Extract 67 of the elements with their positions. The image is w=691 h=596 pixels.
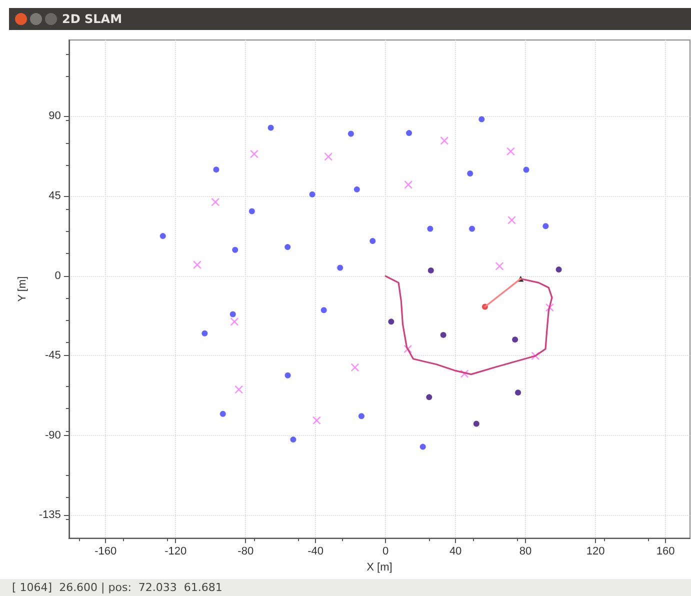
point xyxy=(312,416,321,424)
point xyxy=(508,216,516,224)
point xyxy=(320,307,327,314)
point xyxy=(426,394,432,400)
point xyxy=(473,420,480,427)
x-tick-label: 120 xyxy=(586,546,605,558)
text: [ 1064] 26.600 | pos: 72.033 61.681 xyxy=(0,579,691,596)
point xyxy=(440,332,446,338)
point xyxy=(428,267,434,274)
point xyxy=(512,336,518,343)
point xyxy=(284,244,291,250)
point xyxy=(542,223,549,230)
point xyxy=(420,444,426,450)
point xyxy=(160,233,166,240)
point xyxy=(248,208,255,214)
point xyxy=(354,186,360,192)
point xyxy=(427,226,434,232)
point xyxy=(358,413,364,420)
x-tick-label: -40 xyxy=(308,546,324,558)
point xyxy=(211,198,220,206)
point xyxy=(388,318,394,325)
point xyxy=(348,130,354,137)
point xyxy=(370,238,376,244)
x-tick-label: 160 xyxy=(656,546,675,558)
y-axis-title: Y [m] xyxy=(16,276,28,302)
point xyxy=(268,124,274,131)
point xyxy=(193,260,202,269)
point xyxy=(220,410,226,417)
point xyxy=(406,130,412,136)
point xyxy=(404,180,412,189)
point xyxy=(230,318,238,326)
point xyxy=(230,311,236,318)
point xyxy=(556,266,562,273)
point xyxy=(478,116,485,122)
point xyxy=(202,330,208,336)
point xyxy=(213,166,220,173)
point xyxy=(234,386,243,394)
point xyxy=(284,372,291,378)
x-axis-title: X [m] xyxy=(366,562,392,574)
x-tick-label: 80 xyxy=(519,546,532,558)
point xyxy=(495,262,504,270)
point xyxy=(324,152,332,161)
y-tick-label: 0 xyxy=(54,270,61,282)
point xyxy=(440,136,448,145)
y-tick-label: -90 xyxy=(45,429,61,442)
point xyxy=(469,226,476,232)
point xyxy=(250,150,258,158)
y-tick-label: 90 xyxy=(48,110,61,122)
chart-title: 2D SLAM xyxy=(62,12,122,26)
x-tick-label: 0 xyxy=(382,546,389,558)
x-tick-label: 40 xyxy=(449,546,462,558)
point xyxy=(337,264,344,271)
y-tick-label: -45 xyxy=(45,350,61,362)
point xyxy=(515,390,522,396)
y-tick-label: -135 xyxy=(38,509,61,522)
point xyxy=(350,363,359,372)
y-tick-label: 45 xyxy=(48,190,61,202)
x-tick-label: -80 xyxy=(238,546,254,558)
point xyxy=(232,246,238,253)
line-series xyxy=(384,275,553,376)
point xyxy=(506,147,515,156)
point xyxy=(290,436,296,443)
x-tick-label: -120 xyxy=(164,546,187,558)
point xyxy=(467,170,474,176)
x-tick-label: -160 xyxy=(94,546,117,558)
point xyxy=(523,166,530,173)
point xyxy=(309,191,316,198)
